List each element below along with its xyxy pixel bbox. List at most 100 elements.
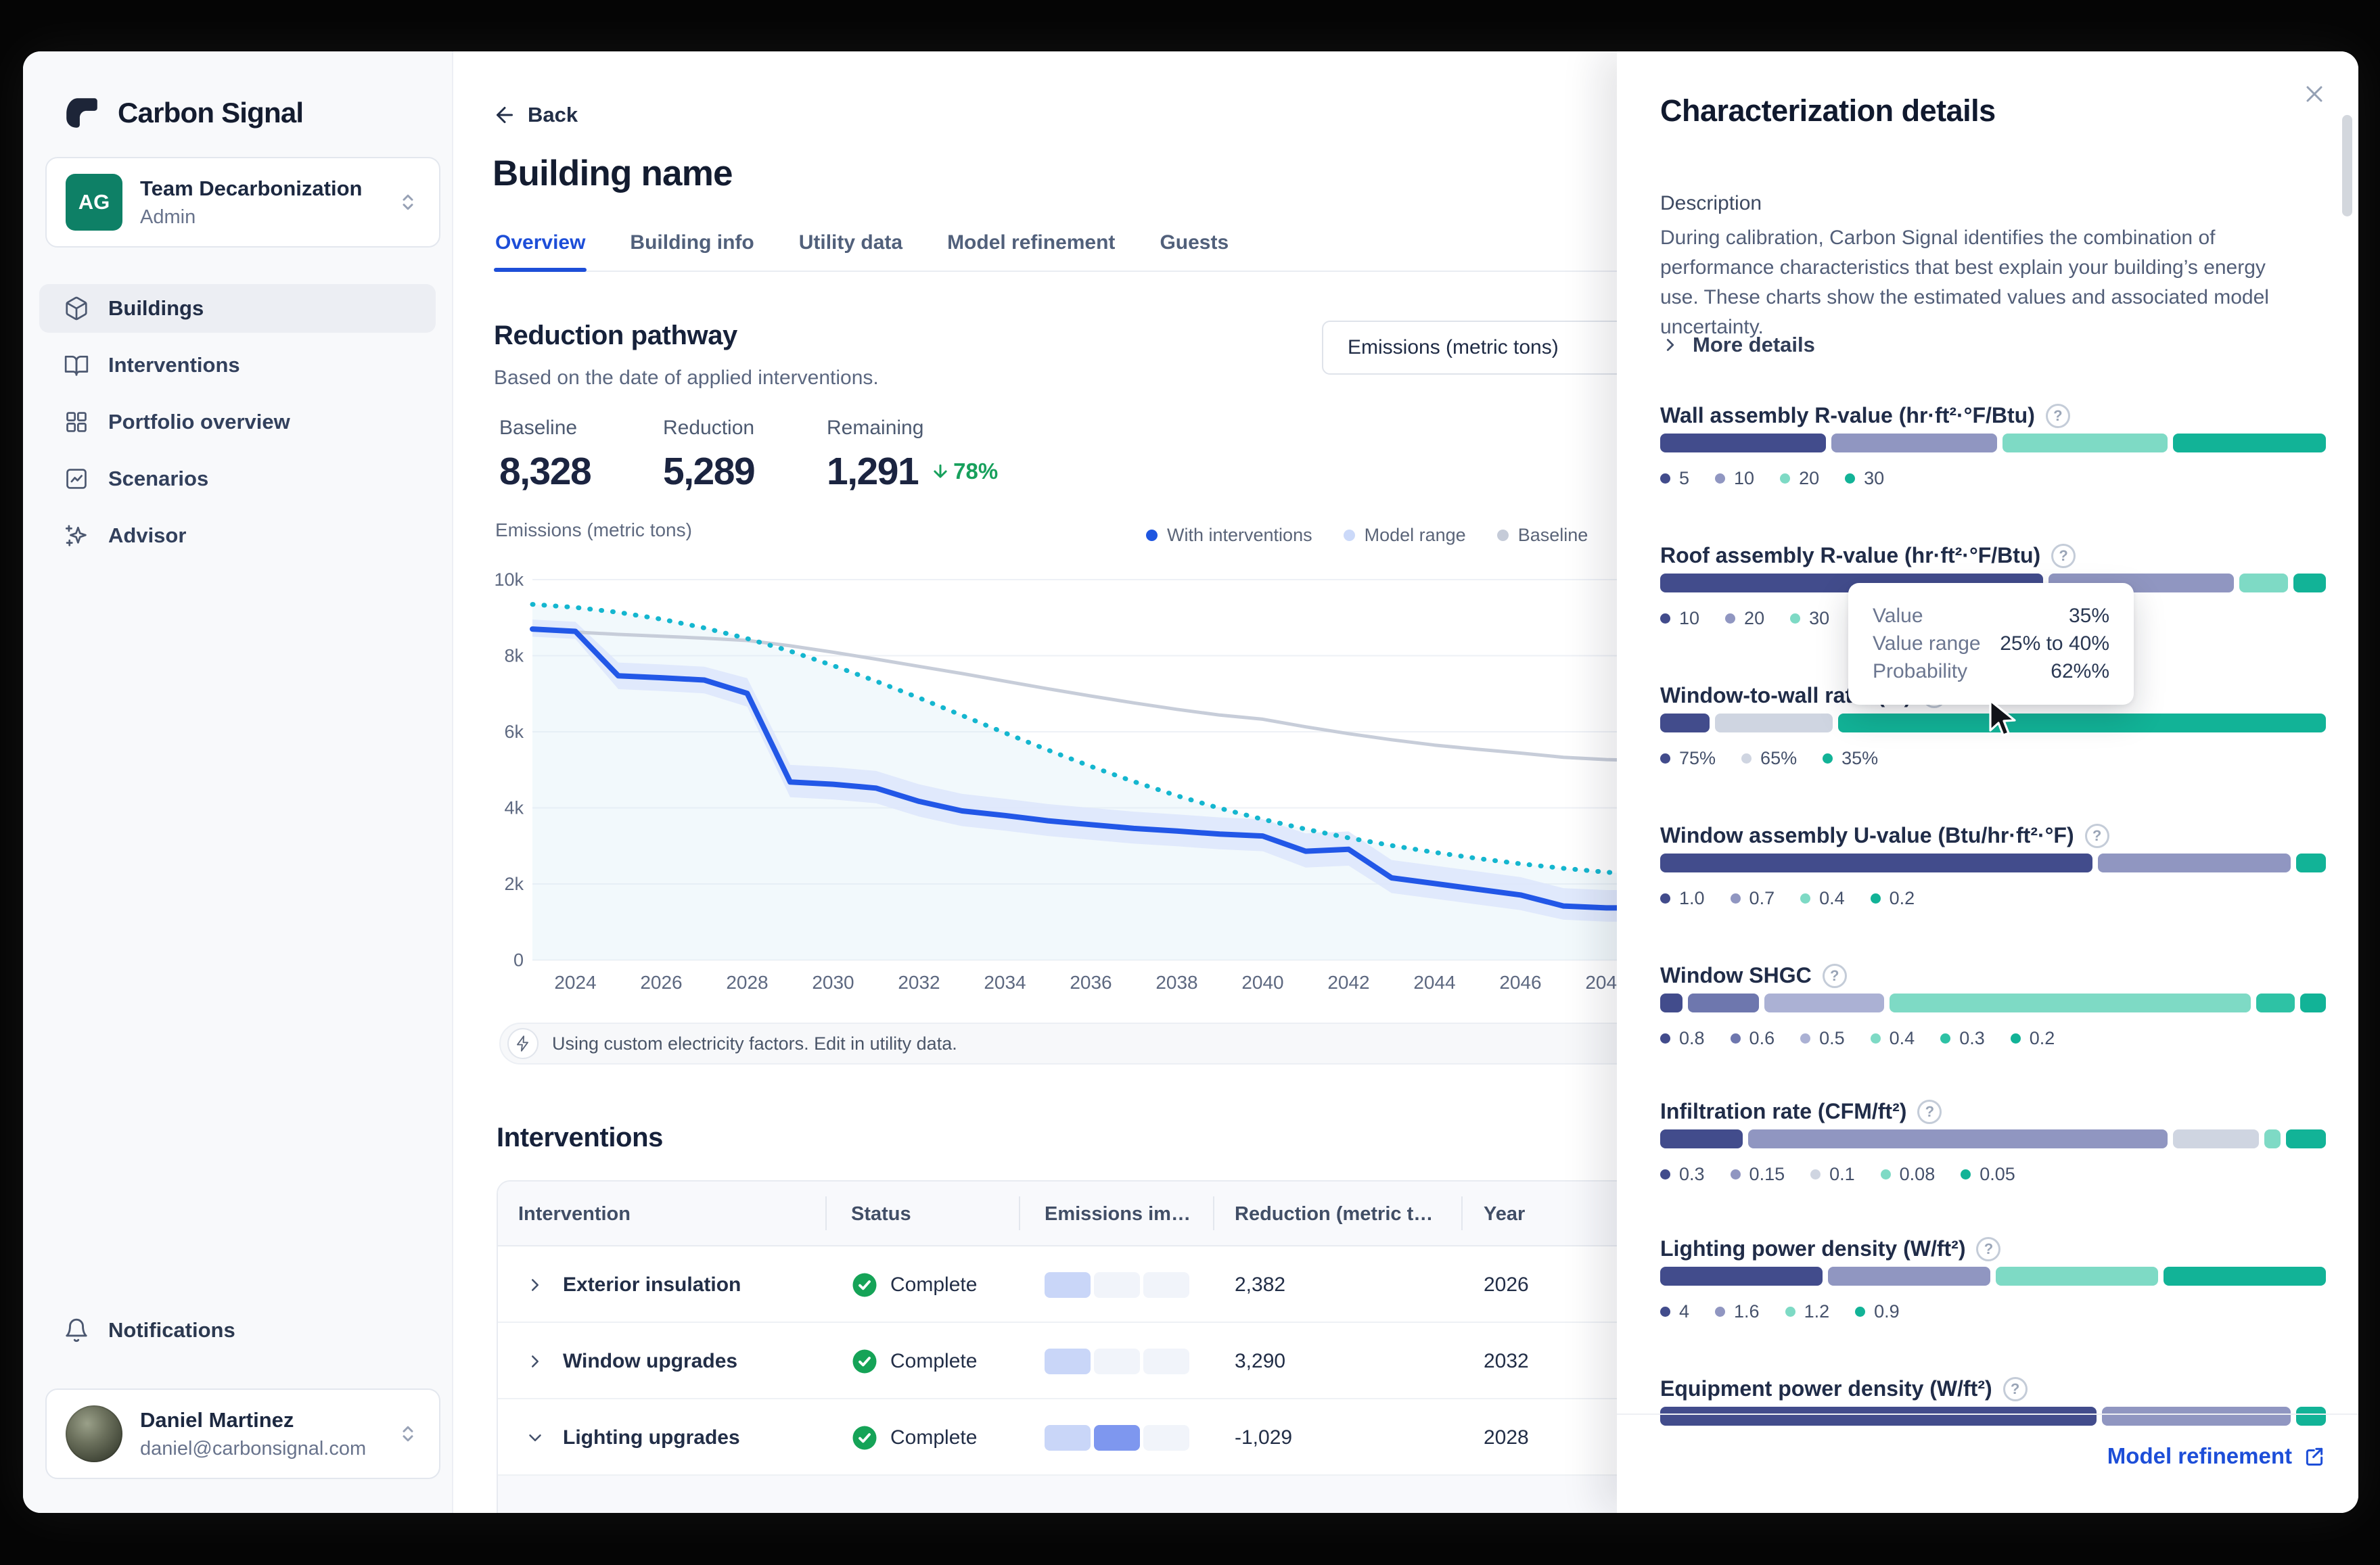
legend-label: 0.4 bbox=[1819, 888, 1845, 908]
column-divider bbox=[1461, 1196, 1463, 1230]
distribution-segment[interactable] bbox=[1996, 1267, 2158, 1286]
distribution-segment[interactable] bbox=[2173, 434, 2326, 452]
legend-label: 35% bbox=[1841, 748, 1879, 768]
team-switcher[interactable]: AG Team Decarbonization Admin bbox=[45, 157, 440, 248]
sidebar-item-buildings[interactable]: Buildings bbox=[39, 284, 436, 333]
column-header-intervention[interactable]: Intervention bbox=[518, 1202, 631, 1225]
distribution-segment[interactable] bbox=[1660, 434, 1826, 452]
distribution-segment[interactable] bbox=[1660, 1407, 2097, 1426]
distribution-segment[interactable] bbox=[2296, 854, 2326, 872]
svg-text:2038: 2038 bbox=[1155, 972, 1197, 993]
sidebar-item-notifications[interactable]: Notifications bbox=[64, 1317, 235, 1343]
distribution-segment[interactable] bbox=[1764, 994, 1884, 1012]
bucket-legend-item: 5 bbox=[1660, 468, 1689, 489]
close-button[interactable] bbox=[2299, 78, 2330, 110]
column-header-status[interactable]: Status bbox=[851, 1202, 911, 1225]
tab-building-info[interactable]: Building info bbox=[630, 231, 754, 254]
tab-model-refinement[interactable]: Model refinement bbox=[947, 231, 1116, 254]
legend-label: 30 bbox=[1864, 468, 1885, 488]
bucket-legend: 0.8 0.6 0.5 0.4 0.3 0.2 bbox=[1660, 1028, 2055, 1049]
sidebar-item-advisor[interactable]: Advisor bbox=[39, 511, 436, 560]
help-icon[interactable]: ? bbox=[2084, 823, 2109, 848]
svg-text:6k: 6k bbox=[504, 722, 524, 742]
panel-scrollbar[interactable] bbox=[2342, 115, 2352, 216]
expand-row-button[interactable] bbox=[525, 1399, 545, 1476]
bucket-legend-item: 0.4 bbox=[1800, 888, 1845, 909]
characteristic-window-assembly-u-value-btu-hr-ft-f: Window assembly U-value (Btu/hr·ft²·°F)?… bbox=[1660, 823, 2326, 931]
sidebar-item-label: Portfolio overview bbox=[108, 410, 290, 434]
distribution-segment[interactable] bbox=[2264, 1129, 2281, 1148]
distribution-segment[interactable] bbox=[2293, 574, 2326, 592]
distribution-segment[interactable] bbox=[2256, 994, 2295, 1012]
help-icon[interactable]: ? bbox=[2003, 1376, 2028, 1401]
expand-row-button[interactable] bbox=[525, 1323, 545, 1399]
column-header-emissions-im[interactable]: Emissions im… bbox=[1045, 1202, 1191, 1225]
distribution-segment[interactable] bbox=[2286, 1129, 2326, 1148]
table-row-window-upgrades[interactable]: Window upgrades Complete 3,290 2032 bbox=[498, 1323, 1733, 1399]
distribution-segment[interactable] bbox=[2097, 854, 2291, 872]
distribution-segment[interactable] bbox=[2002, 434, 2168, 452]
user-menu[interactable]: Daniel Martinez daniel@carbonsignal.com bbox=[45, 1388, 440, 1479]
legend-item-baseline[interactable]: Baseline bbox=[1496, 525, 1588, 546]
legend-label: 30 bbox=[1809, 608, 1830, 628]
legend-dot bbox=[1780, 473, 1791, 484]
distribution-segment[interactable] bbox=[1748, 1129, 2168, 1148]
help-icon[interactable]: ? bbox=[1976, 1236, 2001, 1261]
legend-dot bbox=[1715, 1307, 1726, 1317]
distribution-segment[interactable] bbox=[2295, 1407, 2326, 1426]
legend-dot bbox=[1800, 893, 1811, 904]
tab-overview[interactable]: Overview bbox=[494, 226, 587, 272]
legend-dot bbox=[1343, 530, 1355, 541]
expand-row-button[interactable] bbox=[525, 1246, 545, 1323]
check-circle-icon bbox=[852, 1349, 877, 1373]
distribution-segment[interactable] bbox=[1660, 1267, 1823, 1286]
distribution-segment[interactable] bbox=[1660, 994, 1683, 1012]
distribution-segment[interactable] bbox=[2102, 1407, 2291, 1426]
distribution-segment[interactable] bbox=[1660, 854, 2092, 872]
help-icon[interactable]: ? bbox=[2045, 403, 2070, 428]
chart-icon bbox=[64, 466, 89, 492]
distribution-segment[interactable] bbox=[1831, 434, 1997, 452]
legend-item-model-range[interactable]: Model range bbox=[1343, 525, 1466, 546]
distribution-segment[interactable] bbox=[1837, 714, 2326, 732]
characteristic-title: Lighting power density (W/ft²) bbox=[1660, 1236, 1966, 1261]
table-row-exterior-insulation[interactable]: Exterior insulation Complete 2,382 2026 bbox=[498, 1246, 1733, 1323]
help-icon[interactable]: ? bbox=[1917, 1099, 1942, 1124]
status-label: Complete bbox=[890, 1426, 978, 1449]
user-name: Daniel Martinez bbox=[140, 1407, 294, 1432]
distribution-segment[interactable] bbox=[2164, 1267, 2326, 1286]
distribution-segment[interactable] bbox=[1889, 994, 2251, 1012]
characteristic-title: Wall assembly R-value (hr·ft²·°F/Btu) bbox=[1660, 403, 2035, 427]
model-refinement-link[interactable]: Model refinement bbox=[2107, 1443, 2326, 1469]
distribution-bar bbox=[1660, 714, 2326, 732]
help-icon[interactable]: ? bbox=[1822, 963, 1847, 988]
distribution-segment[interactable] bbox=[2173, 1129, 2259, 1148]
stat-label: Baseline bbox=[499, 417, 578, 439]
more-details-toggle[interactable]: More details bbox=[1660, 333, 1815, 357]
svg-text:2026: 2026 bbox=[640, 972, 682, 993]
distribution-segment[interactable] bbox=[1660, 1129, 1743, 1148]
sidebar-item-portfolio-overview[interactable]: Portfolio overview bbox=[39, 398, 436, 446]
chevron-right-icon bbox=[1666, 339, 1674, 351]
tab-guests[interactable]: Guests bbox=[1160, 231, 1229, 254]
lightning-icon bbox=[507, 1028, 539, 1059]
back-button[interactable]: Back bbox=[493, 103, 578, 127]
emissions-impact-cell bbox=[1045, 1246, 1189, 1323]
distribution-segment[interactable] bbox=[2239, 574, 2288, 592]
impact-mini-bar bbox=[1045, 1271, 1189, 1298]
table-row-lighting-upgrades[interactable]: Lighting upgrades Complete -1,029 2028 bbox=[498, 1399, 1733, 1476]
sidebar-item-scenarios[interactable]: Scenarios bbox=[39, 454, 436, 503]
help-icon[interactable]: ? bbox=[2051, 543, 2076, 568]
distribution-segment[interactable] bbox=[2299, 994, 2327, 1012]
column-header-reduction-metric-t[interactable]: Reduction (metric t… bbox=[1235, 1202, 1434, 1225]
distribution-segment[interactable] bbox=[1828, 1267, 1990, 1286]
chevron-right-icon bbox=[532, 1278, 539, 1291]
distribution-segment[interactable] bbox=[1714, 714, 1833, 732]
tab-utility-data[interactable]: Utility data bbox=[798, 231, 903, 254]
legend-item-with-interventions[interactable]: With interventions bbox=[1146, 525, 1312, 546]
distribution-segment[interactable] bbox=[1660, 714, 1710, 732]
column-header-year[interactable]: Year bbox=[1484, 1202, 1526, 1225]
intervention-name: Window upgrades bbox=[563, 1349, 738, 1372]
distribution-segment[interactable] bbox=[1688, 994, 1760, 1012]
sidebar-item-interventions[interactable]: Interventions bbox=[39, 341, 436, 390]
